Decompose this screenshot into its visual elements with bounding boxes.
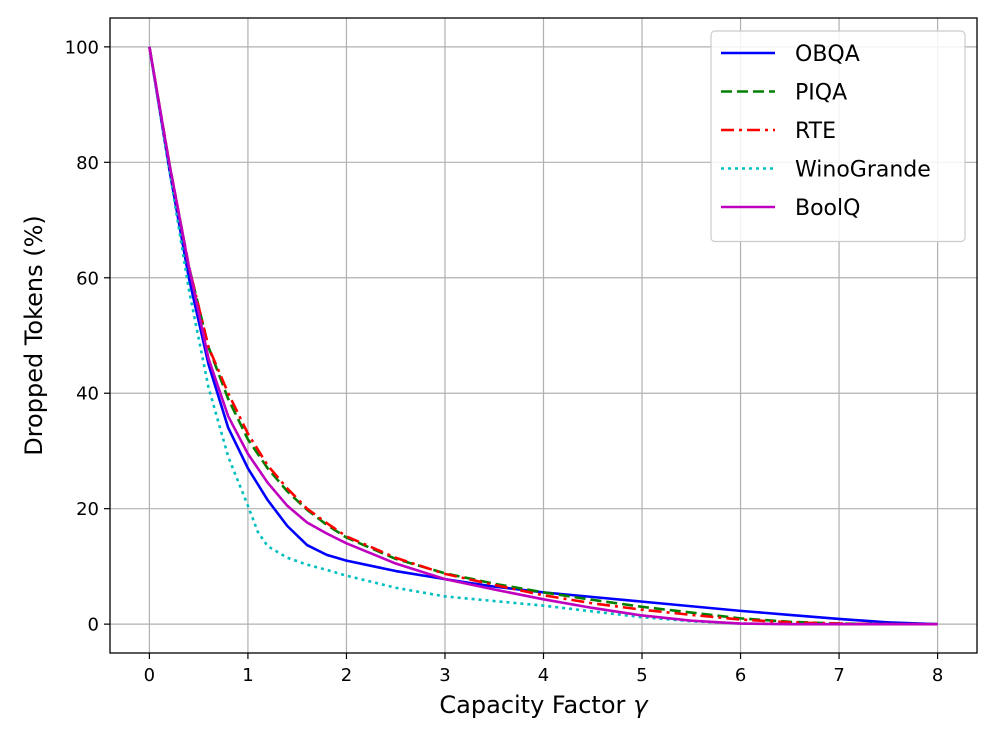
legend-label-obqa: OBQA (795, 42, 860, 67)
x-axis-label-symbol: γ (633, 691, 649, 719)
legend: OBQA PIQA RTE WinoGrande BoolQ (710, 30, 966, 243)
y-tick-label: 80 (76, 153, 99, 174)
x-tick-label: 6 (735, 665, 746, 686)
y-tick-label: 100 (65, 37, 99, 58)
legend-box (710, 30, 966, 243)
legend-label-winogrande: WinoGrande (795, 158, 931, 183)
x-tick-label: 7 (833, 665, 844, 686)
y-tick-label: 20 (76, 499, 99, 520)
x-tick-label: 1 (242, 665, 253, 686)
series-line-winogrande (148, 46, 938, 626)
x-axis-label: Capacity Factor γ (439, 691, 649, 719)
series-line-boolq (148, 46, 938, 626)
series-line-obqa (148, 46, 938, 626)
series-line-rte (148, 46, 938, 626)
legend-label-boolq: BoolQ (795, 196, 860, 221)
x-tick-label: 4 (538, 665, 549, 686)
y-axis-label: Dropped Tokens (%) (20, 215, 48, 456)
x-tick-label: 2 (341, 665, 352, 686)
series-layer (148, 46, 938, 626)
x-axis-label-text: Capacity Factor (439, 691, 625, 719)
x-tick-label: 0 (144, 665, 155, 686)
x-tick-label: 3 (439, 665, 450, 686)
x-tick-label: 5 (636, 665, 647, 686)
x-tick-label: 8 (932, 665, 943, 686)
y-tick-label: 60 (76, 268, 99, 289)
legend-label-rte: RTE (795, 119, 836, 144)
y-tick-label: 0 (88, 615, 99, 636)
legend-label-piqa: PIQA (795, 81, 847, 106)
y-tick-label: 40 (76, 384, 99, 405)
